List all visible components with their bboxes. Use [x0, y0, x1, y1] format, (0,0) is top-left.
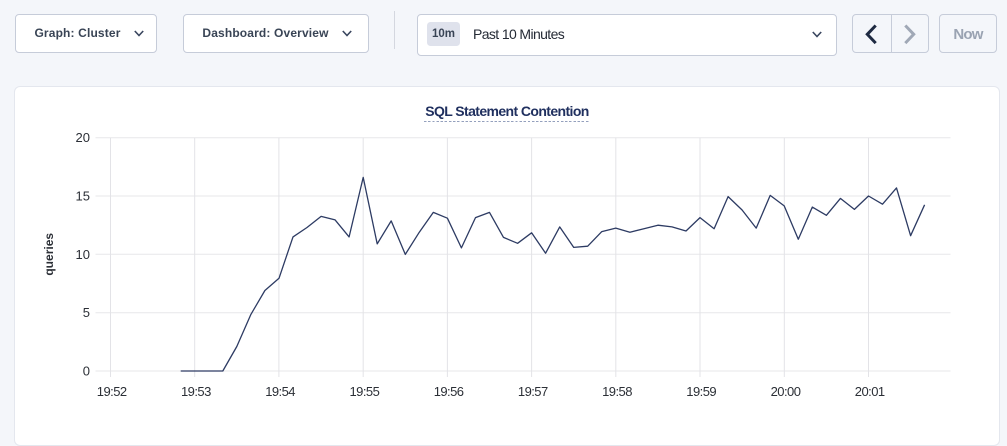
- svg-text:0: 0: [83, 364, 90, 379]
- svg-text:19:52: 19:52: [97, 384, 127, 399]
- svg-text:5: 5: [83, 305, 90, 320]
- svg-text:19:58: 19:58: [602, 384, 632, 399]
- svg-text:19:57: 19:57: [518, 384, 548, 399]
- svg-text:19:55: 19:55: [350, 384, 380, 399]
- svg-text:10: 10: [76, 247, 90, 262]
- svg-text:19:54: 19:54: [265, 384, 295, 399]
- svg-text:19:53: 19:53: [181, 384, 211, 399]
- svg-text:queries: queries: [42, 233, 56, 276]
- svg-text:20: 20: [76, 130, 90, 145]
- svg-text:19:56: 19:56: [434, 384, 464, 399]
- svg-text:19:59: 19:59: [686, 384, 716, 399]
- svg-text:20:01: 20:01: [855, 384, 885, 399]
- svg-text:15: 15: [76, 189, 90, 204]
- svg-text:20:00: 20:00: [771, 384, 801, 399]
